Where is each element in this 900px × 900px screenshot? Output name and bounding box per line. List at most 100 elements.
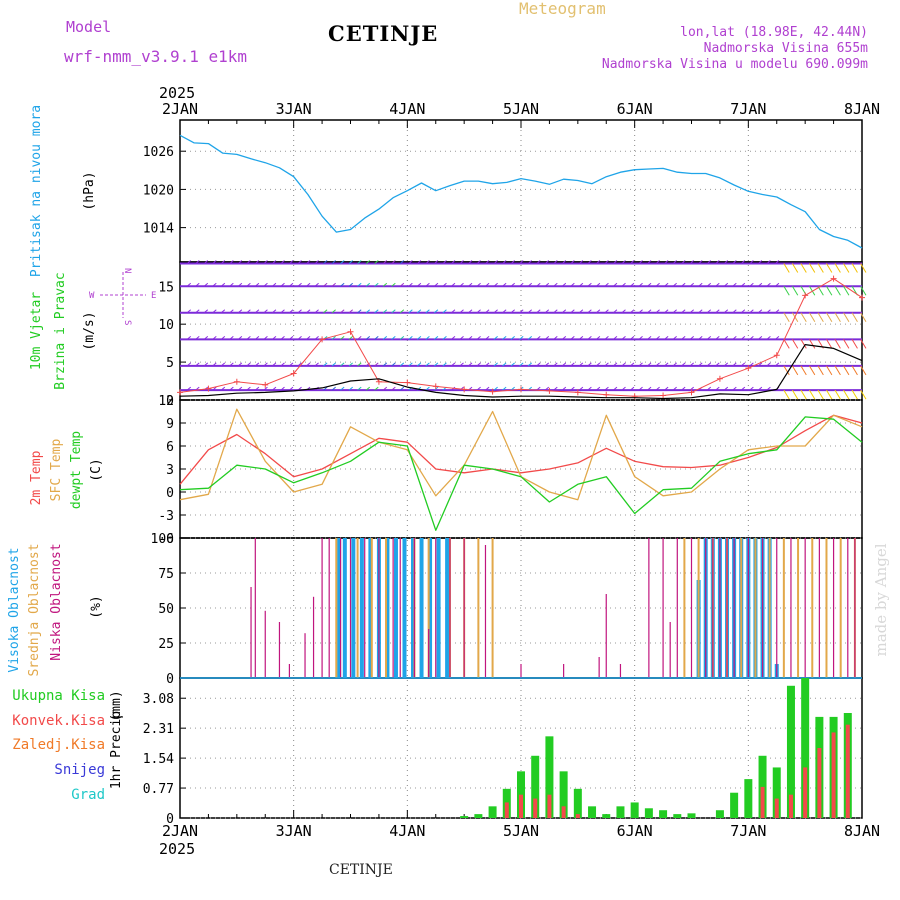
wind-barb — [809, 339, 816, 349]
wind-barb — [715, 386, 720, 391]
precip-ytick-label: 2.31 — [143, 722, 174, 737]
wind-barb — [604, 386, 609, 391]
wind-barb — [578, 309, 584, 314]
wind-barb — [263, 309, 268, 314]
wind-barb — [587, 260, 592, 264]
model-label: Model — [66, 18, 112, 36]
wind-gust-marker — [233, 378, 240, 385]
wind-barb — [263, 282, 268, 287]
pressure-ytick-label: 1014 — [143, 222, 174, 237]
wind-barb — [766, 386, 771, 391]
wind-barb — [706, 282, 712, 287]
wind-barb — [672, 335, 677, 340]
wind-barb — [340, 335, 345, 340]
x-label-bottom: 3JAN — [276, 822, 312, 840]
wind-barb — [425, 260, 430, 264]
cloud-bar-low — [304, 633, 306, 678]
wind-barb — [698, 282, 703, 287]
wind-barb — [570, 309, 575, 314]
wind-barb — [331, 386, 336, 391]
wind-gust-marker — [518, 386, 524, 393]
wind-barb — [613, 260, 618, 264]
wind-barb — [340, 260, 345, 264]
wind-barb — [314, 335, 319, 340]
wind-barb — [229, 386, 234, 391]
temperature-ytick-label: 0 — [166, 486, 174, 501]
wind-barb — [672, 282, 677, 287]
wind-barb — [212, 282, 217, 287]
cloud-bar-low — [321, 538, 323, 678]
wind-barb — [297, 260, 302, 264]
wind-barb — [246, 309, 251, 314]
wind-barb — [442, 309, 447, 314]
cloud-bar-low — [484, 545, 487, 678]
pressure-ytick-label: 1020 — [143, 183, 174, 198]
wind-barb — [655, 335, 660, 340]
wind-barb — [476, 309, 481, 314]
cloud-bar-low — [349, 538, 352, 678]
wind-barb — [229, 260, 234, 264]
x-label-top: 3JAN — [276, 100, 312, 118]
wind-barb — [519, 335, 524, 340]
model-name: wrf-nmm_v3.9.1 e1km — [64, 47, 248, 66]
wind-barb — [391, 282, 396, 287]
wind-barb — [374, 282, 379, 287]
precip-bar-total — [517, 771, 525, 818]
wind-barb — [254, 362, 260, 367]
wind-barb — [254, 260, 260, 264]
cloud-bar-low — [378, 538, 380, 678]
x-label-bottom: 6JAN — [617, 822, 653, 840]
wind-barb — [647, 386, 652, 391]
wind-gust-marker — [830, 275, 837, 282]
year-label-top: 2025 — [159, 84, 195, 102]
wind-barb — [434, 260, 439, 264]
wind-barb — [212, 309, 217, 314]
wind-barb — [587, 309, 592, 314]
wind-barb — [254, 335, 260, 340]
wind-barb — [254, 309, 260, 314]
wind-barb — [485, 386, 490, 391]
wind-barb — [672, 260, 677, 264]
cloud-bar-low — [726, 538, 728, 678]
wind-barb — [732, 282, 737, 287]
wind-barb — [826, 389, 833, 400]
wind-barb — [595, 309, 601, 314]
wind-barb — [502, 282, 507, 287]
wind-barb — [536, 309, 541, 314]
wind-barb — [365, 335, 371, 340]
wind-barb — [570, 260, 575, 264]
wind-barb — [493, 335, 498, 340]
wind-barb — [655, 260, 660, 264]
wind-barb — [246, 282, 251, 287]
wind-barb — [834, 389, 841, 400]
cloud-bar-low — [818, 538, 820, 678]
wind-barb — [809, 389, 816, 400]
precip-bar-total — [673, 814, 682, 818]
wind-barb — [229, 309, 234, 314]
precip-bar-total — [730, 792, 739, 818]
wind-barb — [237, 362, 243, 367]
precip-legend-item: Ukupna Kisa — [12, 688, 105, 704]
wind-barb — [459, 282, 464, 287]
wind-barb — [689, 282, 694, 287]
precip-bar-convective — [519, 794, 523, 818]
precip-unit: (mm) — [109, 690, 124, 721]
wind-barb — [220, 260, 226, 264]
wind-barb — [289, 309, 294, 314]
wind-barb — [791, 263, 799, 273]
wind-barb — [655, 362, 660, 367]
wind-barb — [348, 335, 353, 340]
wind-barb — [681, 282, 686, 287]
cloud-bar-mid — [477, 538, 480, 678]
wind-barb — [698, 309, 703, 314]
wind-barb — [510, 260, 515, 264]
wind-barb — [391, 362, 396, 367]
cloud-bar-mid — [740, 538, 743, 678]
wind-gust-marker — [290, 370, 297, 377]
wind-ytick-label: 10 — [158, 318, 174, 333]
wind-barb — [425, 386, 430, 391]
wind-barb — [613, 362, 618, 367]
credit-watermark: made by Angel — [872, 543, 890, 656]
wind-barb — [647, 309, 652, 314]
